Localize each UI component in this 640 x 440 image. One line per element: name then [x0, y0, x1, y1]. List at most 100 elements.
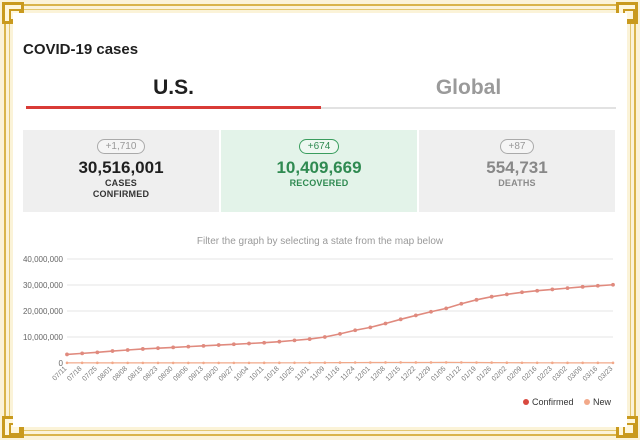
x-tick-label: 11/24 — [340, 365, 357, 382]
legend-confirmed-label: Confirmed — [532, 397, 574, 407]
covid-card: COVID-19 cases U.S. Global +1,710 30,516… — [13, 13, 627, 427]
data-point-confirmed — [595, 283, 600, 288]
x-tick-label: 03/09 — [567, 365, 584, 382]
cases-sublabel: CONFIRMED — [92, 189, 150, 199]
data-point-new — [96, 361, 99, 365]
page-title: COVID-19 cases — [23, 41, 139, 58]
data-point-new — [202, 361, 205, 365]
data-point-new — [353, 361, 357, 364]
y-tick-label: 40,000,000 — [23, 255, 64, 264]
data-point-confirmed — [520, 290, 524, 295]
data-point-confirmed — [565, 286, 570, 291]
data-point-new — [247, 361, 251, 365]
data-point-new — [490, 361, 493, 364]
x-tick-label: 10/18 — [263, 365, 280, 382]
chart-legend: Confirmed New — [523, 397, 619, 407]
data-point-new — [187, 361, 190, 365]
data-point-new — [429, 361, 433, 364]
x-tick-label: 02/02 — [491, 365, 508, 382]
frame-inner-border — [9, 9, 631, 431]
stat-deaths: +87 554,731 DEATHS — [419, 130, 615, 212]
x-tick-label: 10/04 — [233, 365, 250, 382]
legend-item-confirmed[interactable]: Confirmed — [523, 397, 574, 407]
data-point-new — [475, 361, 478, 364]
data-point-confirmed — [535, 288, 540, 293]
data-point-new — [535, 361, 539, 365]
data-point-new — [520, 361, 524, 365]
data-point-new — [566, 361, 569, 365]
data-point-confirmed — [277, 339, 282, 344]
x-tick-label: 12/22 — [400, 365, 417, 382]
x-tick-label: 02/09 — [506, 365, 523, 382]
data-point-new — [156, 361, 160, 365]
data-point-new — [111, 361, 114, 365]
filter-hint: Filter the graph by selecting a state fr… — [196, 236, 444, 247]
legend-item-new[interactable]: New — [584, 397, 611, 407]
data-point-new — [505, 361, 509, 364]
x-tick-label: 01/12 — [445, 365, 462, 382]
data-point-confirmed — [292, 338, 297, 343]
data-point-confirmed — [489, 294, 494, 299]
cases-label: CASES — [104, 178, 137, 188]
cases-line-chart: 40,000,000 30,000,000 20,000,000 10,000,000… — [23, 255, 615, 383]
x-tick-label: 11/16 — [324, 365, 341, 382]
data-point-confirmed — [383, 321, 388, 326]
data-point-confirmed — [429, 309, 433, 314]
tab-global[interactable]: Global — [435, 76, 502, 99]
data-point-confirmed — [550, 287, 555, 292]
recovered-value: 10,409,669 — [276, 158, 362, 177]
recovered-delta-badge: +674 — [298, 139, 340, 154]
data-point-new — [399, 361, 402, 364]
data-point-new — [460, 361, 463, 364]
data-point-confirmed — [80, 351, 85, 356]
tab-us[interactable]: U.S. — [153, 76, 194, 99]
x-tick-label: 07/11 — [51, 365, 68, 382]
y-tick-label: 30,000,000 — [23, 281, 64, 290]
x-tick-label: 09/20 — [203, 365, 220, 382]
data-point-confirmed — [247, 341, 251, 346]
x-tick-label: 12/01 — [354, 365, 371, 382]
x-tick-label: 10/11 — [249, 365, 266, 382]
data-point-confirmed — [125, 348, 130, 352]
x-tick-label: 11/01 — [294, 365, 311, 382]
x-tick-label: 08/15 — [127, 365, 144, 382]
data-point-confirmed — [186, 344, 191, 349]
data-point-new — [551, 361, 554, 365]
data-point-confirmed — [413, 313, 418, 318]
x-tick-label: 01/26 — [476, 365, 493, 382]
data-point-new — [262, 361, 266, 365]
data-point-confirmed — [95, 350, 100, 355]
data-point-new — [338, 361, 342, 364]
data-point-new — [611, 361, 615, 365]
x-tick-label: 09/13 — [188, 365, 205, 382]
data-point-new — [323, 361, 327, 364]
recovered-label: RECOVERED — [289, 178, 349, 188]
stats-panel: +1,710 30,516,001 CASES CONFIRMED +674 1… — [23, 130, 615, 212]
stat-cases: +1,710 30,516,001 CASES CONFIRMED — [23, 130, 219, 212]
data-point-confirmed — [201, 343, 206, 348]
x-tick-label: 08/08 — [112, 365, 129, 382]
x-tick-label: 08/30 — [157, 365, 174, 382]
data-point-new — [171, 361, 175, 365]
data-point-confirmed — [140, 347, 145, 351]
data-point-confirmed — [110, 349, 115, 353]
data-point-confirmed — [171, 345, 176, 350]
data-point-confirmed — [216, 343, 221, 347]
x-tick-label: 03/16 — [582, 365, 599, 382]
data-point-confirmed — [262, 340, 267, 345]
legend-confirmed-dot — [523, 399, 529, 405]
data-point-confirmed — [338, 331, 342, 336]
x-tick-label: 08/23 — [142, 365, 159, 382]
legend-new-label: New — [593, 397, 612, 407]
y-tick-label: 0 — [59, 359, 64, 368]
data-point-confirmed — [353, 328, 358, 333]
data-point-new — [596, 361, 600, 365]
data-point-confirmed — [504, 292, 509, 297]
x-tick-label: 03/02 — [552, 365, 569, 382]
x-tick-label: 07/18 — [66, 365, 83, 382]
data-point-confirmed — [444, 306, 449, 311]
x-tick-label: 12/08 — [370, 365, 387, 382]
data-point-new — [141, 361, 145, 365]
x-tick-label: 07/25 — [81, 365, 98, 382]
series-line-confirmed — [66, 283, 614, 356]
